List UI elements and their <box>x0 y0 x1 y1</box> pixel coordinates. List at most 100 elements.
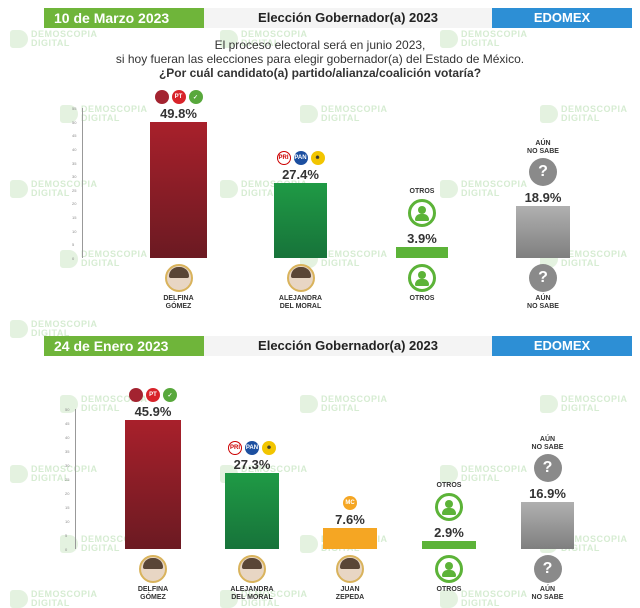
bar-1 <box>274 183 327 258</box>
category-label: ALEJANDRA DEL MORAL <box>271 295 331 311</box>
photo-hair <box>242 558 262 569</box>
y-tick-label: 55 <box>72 106 77 111</box>
question-icon: ? <box>533 555 562 583</box>
section-heading: Elección Gobernador(a) 2023 <box>204 336 492 356</box>
photo-hair <box>168 267 189 278</box>
y-tick-label: 50 <box>72 119 77 125</box>
y-tick-label: 25 <box>65 477 70 482</box>
question-icon: ? <box>529 158 557 187</box>
pt-logo-icon: PT <box>171 90 186 105</box>
party-logos: MC <box>343 495 357 510</box>
person-icon <box>408 199 436 228</box>
watermark-logo-icon <box>10 465 28 483</box>
y-tick-label: 50 <box>65 407 70 412</box>
prd-logo-icon: ☻ <box>310 151 325 166</box>
bar-1 <box>225 472 279 549</box>
bar-3 <box>422 540 476 549</box>
top-label-line-1: OTROS <box>409 188 435 196</box>
y-tick-label: 45 <box>65 421 70 426</box>
top-category-label: AÚN NO SABE <box>513 140 573 156</box>
bar-0 <box>150 122 207 258</box>
mc-logo-icon: MC <box>343 495 357 510</box>
category-label-line-1: OTROS <box>409 295 435 302</box>
bar-value-label: 45.9% <box>134 404 172 420</box>
bar-0 <box>125 420 181 549</box>
pt-logo-icon: PT <box>146 388 160 403</box>
person-icon <box>408 264 436 292</box>
y-tick-label: 15 <box>65 505 70 510</box>
y-tick-label: 20 <box>65 491 70 496</box>
watermark-logo-icon <box>60 250 78 268</box>
top-category-label: OTROS <box>392 188 452 196</box>
category-label: JUAN ZEPEDA <box>320 586 380 602</box>
bar-value-label: 18.9% <box>524 190 562 206</box>
pan-logo-icon: PAN <box>245 440 259 455</box>
person-icon <box>435 492 463 521</box>
category-label-line-2: NO SABE <box>527 303 559 310</box>
y-tick-label: 15 <box>72 215 77 221</box>
watermark-logo-icon <box>220 180 238 198</box>
person-body <box>415 279 429 286</box>
bar-value-label: 16.9% <box>529 485 566 501</box>
person-body <box>442 570 456 577</box>
question-line-1: El proceso electoral será en junio 2023, <box>214 38 426 52</box>
pvem-logo-icon: ✓ <box>163 388 177 403</box>
category-label-line-1: DELFINA <box>137 586 169 593</box>
person-head <box>445 562 453 570</box>
bar-2 <box>323 527 377 549</box>
y-axis: 0 5 10 15 20 25 30 35 40 45 50 <box>65 407 77 552</box>
candidate-photo-icon <box>164 264 193 292</box>
y-axis: 0 5 10 15 20 25 30 35 40 45 50 55 <box>72 106 84 261</box>
y-axis-line <box>82 108 83 258</box>
watermark-logo-icon <box>440 180 458 198</box>
watermark-logo-icon <box>440 465 458 483</box>
top-category-label: OTROS <box>419 482 479 490</box>
header-march: 10 de Marzo 2023 Elección Gobernador(a) … <box>44 8 632 28</box>
bar-3 <box>516 206 570 258</box>
y-tick-label: 40 <box>72 146 77 152</box>
top-label-line-1: OTROS <box>436 481 462 489</box>
candidate-photo-icon <box>336 555 364 583</box>
bar-value-label: 49.8% <box>160 106 197 122</box>
watermark-logo-icon <box>440 590 458 608</box>
category-label-line-1: AÚN <box>539 586 556 593</box>
section-date: 10 de Marzo 2023 <box>44 8 204 28</box>
bar-value-label: 7.6% <box>335 511 365 527</box>
y-tick-label: 10 <box>72 228 77 234</box>
photo-hair <box>340 558 360 569</box>
top-category-label: AÚN NO SABE <box>518 436 578 452</box>
watermark-logo-icon <box>300 395 318 413</box>
y-tick-label: 35 <box>72 160 77 166</box>
y-tick-label: 45 <box>72 133 77 139</box>
y-tick-label: 5 <box>65 533 68 538</box>
category-label: ALEJANDRA DEL MORAL <box>222 586 282 602</box>
bar-2 <box>396 247 448 258</box>
question-line-3: ¿Por cuál candidato(a) partido/alianza/c… <box>158 66 482 80</box>
question-icon: ? <box>529 264 557 292</box>
category-label-line-1: ALEJANDRA <box>230 586 274 593</box>
category-label-line-2: GÓMEZ <box>140 594 166 601</box>
